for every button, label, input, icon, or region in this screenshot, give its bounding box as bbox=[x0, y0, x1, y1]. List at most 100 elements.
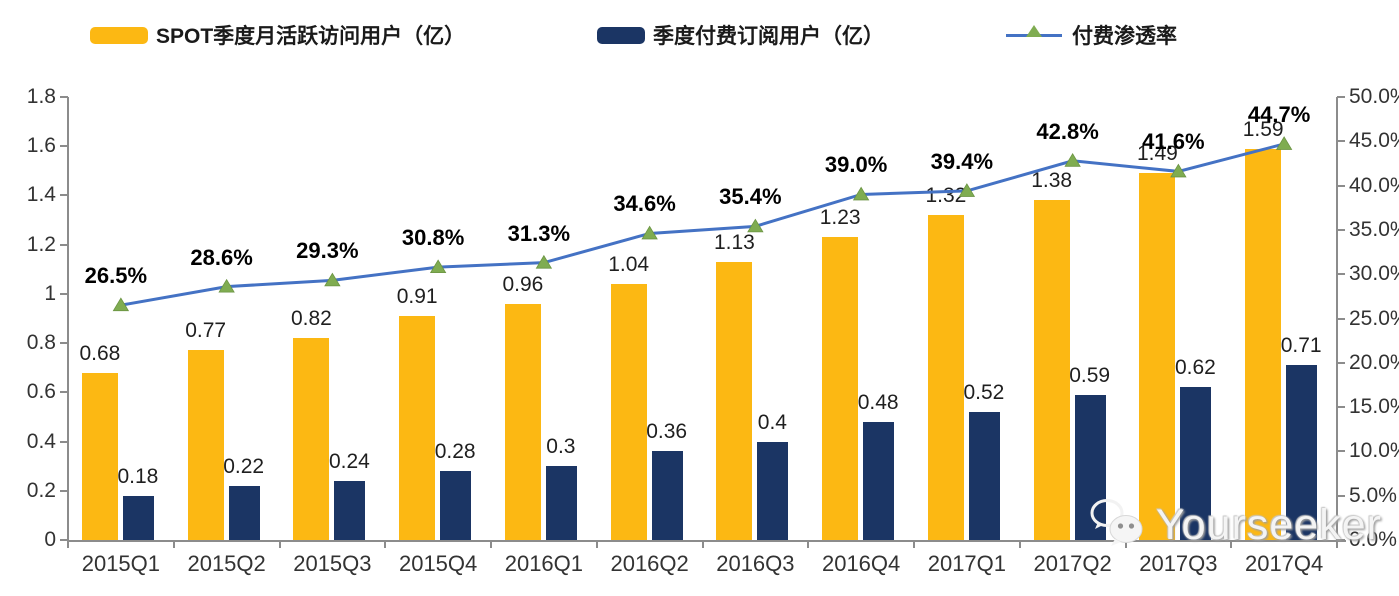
x-axis-category-label: 2015Q4 bbox=[398, 551, 478, 576]
x-axis-tick bbox=[67, 540, 69, 548]
bar-label-subs: 0.18 bbox=[117, 464, 159, 488]
y-axis-right-tick-label: 25.0% bbox=[1349, 306, 1399, 330]
bar-subs bbox=[1180, 387, 1212, 540]
x-axis bbox=[67, 540, 1346, 542]
bar-label-mau: 0.91 bbox=[396, 285, 438, 309]
bar-label-subs: 0.24 bbox=[328, 449, 370, 473]
x-axis-category-label: 2015Q1 bbox=[81, 551, 161, 576]
y-axis-left-tick-label: 1.2 bbox=[26, 232, 56, 256]
y-axis-right-tick-label: 45.0% bbox=[1349, 129, 1399, 153]
bar-subs bbox=[863, 421, 895, 540]
penetration-label: 26.5% bbox=[84, 263, 148, 289]
y-axis-left-tick bbox=[60, 342, 68, 345]
bar-label-subs: 0.59 bbox=[1069, 363, 1111, 387]
legend-label-subs: 季度付费订阅用户（亿） bbox=[653, 25, 884, 48]
penetration-label: 29.3% bbox=[296, 238, 359, 264]
bar-label-mau: 1.04 bbox=[608, 253, 650, 277]
bar-label-mau: 1.38 bbox=[1031, 169, 1073, 193]
legend-item-penetration: 付费渗透率 bbox=[1006, 20, 1177, 50]
y-axis-left-tick bbox=[60, 391, 68, 394]
bar-mau bbox=[822, 237, 859, 540]
legend-swatch-mau-icon bbox=[90, 26, 148, 44]
penetration-label: 42.8% bbox=[1036, 118, 1099, 144]
y-axis-right-tick-label: 15.0% bbox=[1349, 395, 1399, 419]
bar-label-subs: 0.22 bbox=[223, 454, 265, 478]
triangle-marker-icon bbox=[535, 254, 553, 269]
x-axis-tick bbox=[1336, 540, 1338, 548]
bar-label-subs: 0.71 bbox=[1280, 334, 1322, 358]
bar-subs bbox=[228, 485, 260, 540]
y-axis-left-tick bbox=[60, 440, 68, 443]
y-axis-right-tick bbox=[1337, 450, 1345, 453]
x-axis-category-label: 2016Q1 bbox=[504, 551, 584, 576]
x-axis-tick bbox=[595, 540, 598, 548]
x-axis-category-label: 2017Q1 bbox=[927, 551, 1007, 576]
bar-label-mau: 1.32 bbox=[925, 184, 967, 208]
bar-label-mau: 1.13 bbox=[713, 230, 755, 254]
bar-subs bbox=[1074, 394, 1106, 540]
y-axis-left-tick-label: 1.6 bbox=[26, 134, 56, 158]
penetration-label: 44.7% bbox=[1247, 101, 1311, 127]
y-axis-left-tick-label: 0.2 bbox=[26, 478, 56, 502]
x-axis-tick bbox=[701, 540, 704, 548]
x-axis-tick bbox=[384, 540, 387, 548]
bar-label-mau: 1.59 bbox=[1242, 117, 1284, 141]
legend-item-subs: 季度付费订阅用户（亿） bbox=[597, 20, 884, 50]
bar-subs bbox=[122, 495, 154, 540]
penetration-label: 30.8% bbox=[401, 225, 465, 251]
triangle-marker-icon bbox=[218, 278, 235, 293]
y-axis-left-tick bbox=[60, 243, 68, 246]
y-axis-left-tick-label: 0.8 bbox=[26, 331, 56, 355]
y-axis-right-tick-label: 10.0% bbox=[1349, 439, 1399, 463]
watermark-text: Yourseeker bbox=[1156, 500, 1382, 549]
bar-mau bbox=[716, 261, 753, 540]
y-axis-right-tick bbox=[1337, 406, 1345, 409]
y-axis-left-tick bbox=[60, 292, 68, 295]
watermark: Yourseeker bbox=[1088, 496, 1382, 554]
y-axis-right-tick bbox=[1337, 317, 1345, 320]
y-axis-right-tick-label: 35.0% bbox=[1349, 217, 1399, 241]
bar-subs bbox=[440, 471, 472, 540]
bar-label-subs: 0.28 bbox=[434, 440, 476, 464]
x-axis-tick bbox=[1230, 540, 1233, 548]
x-axis-tick bbox=[172, 540, 175, 548]
y-axis-left-tick bbox=[60, 96, 68, 98]
bar-subs bbox=[757, 441, 789, 540]
legend-label-mau: SPOT季度月活跃访问用户（亿） bbox=[156, 25, 466, 48]
triangle-marker-icon bbox=[852, 186, 870, 201]
y-axis-left-tick-label: 0 bbox=[44, 528, 56, 551]
penetration-label: 34.6% bbox=[613, 191, 676, 217]
y-axis-right-tick bbox=[1337, 96, 1345, 98]
bar-mau bbox=[504, 303, 541, 540]
bar-subs bbox=[651, 451, 683, 540]
bar-mau bbox=[293, 338, 330, 540]
triangle-marker-icon bbox=[112, 297, 130, 312]
bar-subs bbox=[968, 412, 1000, 540]
penetration-label: 31.3% bbox=[507, 220, 571, 246]
y-axis-right-tick bbox=[1337, 228, 1345, 231]
bar-mau bbox=[399, 316, 436, 540]
x-axis-category-label: 2016Q3 bbox=[716, 551, 795, 576]
bar-subs bbox=[1286, 365, 1318, 540]
x-axis-category-label: 2015Q2 bbox=[187, 551, 266, 576]
bar-label-subs: 0.3 bbox=[546, 435, 576, 459]
bar-mau bbox=[927, 215, 964, 540]
bar-subs bbox=[545, 466, 577, 540]
x-axis-category-label: 2015Q3 bbox=[293, 551, 372, 576]
triangle-marker-icon bbox=[429, 259, 447, 274]
bar-label-subs: 0.4 bbox=[757, 410, 787, 434]
y-axis-left-tick bbox=[60, 145, 68, 148]
bar-mau bbox=[81, 372, 118, 540]
legend-swatch-subs-icon bbox=[597, 26, 645, 44]
bar-label-subs: 0.36 bbox=[646, 420, 688, 444]
bar-label-subs: 0.48 bbox=[857, 390, 899, 414]
y-axis-right-tick bbox=[1337, 539, 1345, 541]
bar-label-mau: 0.77 bbox=[185, 319, 227, 343]
y-axis-left-tick bbox=[60, 194, 68, 197]
y-axis-left-tick-label: 1.8 bbox=[26, 85, 56, 108]
wechat-icon bbox=[1090, 499, 1143, 546]
legend-line-marker-icon bbox=[1006, 24, 1062, 37]
trend-line-path bbox=[120, 142, 1285, 307]
bar-label-mau: 0.82 bbox=[290, 307, 332, 331]
